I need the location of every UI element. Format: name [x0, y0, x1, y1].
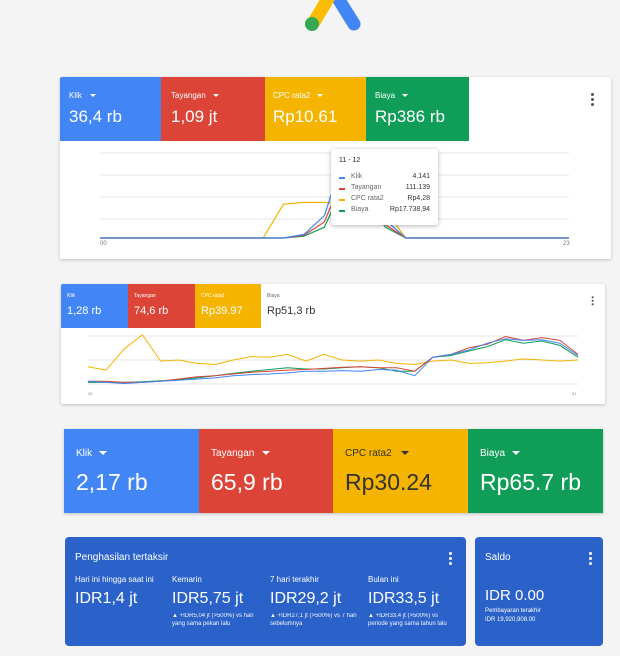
metric-label: Klik: [69, 91, 82, 100]
metric-value: 74,6 rb: [134, 305, 169, 317]
metric-value: 1,09 jt: [171, 107, 218, 126]
x-axis-end-label: 23: [563, 241, 570, 247]
earnings-this-month: Bulan ini IDR33,5 jt ▲ +IDR33,4 jt (>500…: [368, 575, 447, 627]
tooltip-row-avg-cpc: CPC rata2 Rp4,28: [339, 195, 430, 205]
performance-card-daily: Klik 1,28 rb Tayangan 74,6 rb CPC rata2 …: [61, 284, 605, 404]
metric-tile-clicks[interactable]: Klik 1,28 rb: [61, 284, 128, 328]
earnings-last-7-days: 7 hari terakhir IDR29,2 jt ▲ +IDR27,1 jt…: [270, 575, 357, 627]
metric-label: Tayangan: [134, 293, 156, 299]
tooltip-row-impressions: Tayangan 111.139: [339, 184, 430, 194]
metric-value: 1,28 rb: [67, 305, 102, 317]
chevron-down-icon: [508, 448, 520, 459]
more-vert-icon[interactable]: [589, 552, 593, 567]
more-vert-icon[interactable]: [449, 552, 453, 567]
tooltip-title: 11 - 12: [339, 157, 361, 164]
metric-value: 2,17 rb: [76, 469, 148, 495]
earnings-today: Hari ini hingga saat ini IDR1,4 jt: [75, 575, 154, 607]
more-vert-icon[interactable]: [591, 296, 595, 307]
chevron-down-icon: [398, 91, 408, 100]
metric-tile-avg-cpc[interactable]: CPC rata2 Rp30.24: [333, 429, 468, 513]
last-payment-value: IDR 19,920,908.00: [485, 617, 536, 623]
metric-value: 36,4 rb: [69, 107, 122, 126]
metric-label: Biaya: [480, 448, 506, 459]
chevron-down-icon: [397, 448, 409, 459]
daily-line-chart: [87, 334, 579, 385]
metric-label: Tayangan: [171, 91, 206, 100]
x-axis-end-label: 31: [572, 391, 577, 396]
metric-tile-cost[interactable]: Biaya Rp65.7 rb: [468, 429, 603, 513]
metric-value: Rp386 rb: [375, 107, 445, 126]
x-axis-start-label: 00: [100, 241, 107, 247]
metric-tile-impressions[interactable]: Tayangan 65,9 rb: [199, 429, 333, 513]
metric-label: Biaya: [375, 91, 396, 100]
x-axis-start-label: 26: [88, 391, 93, 396]
balance-value: IDR 0.00: [485, 587, 545, 604]
metric-value: Rp39.97: [201, 305, 243, 317]
metric-label: CPC rata2: [273, 91, 311, 100]
series-line-clicks: [87, 338, 579, 385]
metric-label: Klik: [67, 293, 76, 299]
metric-label: CPC rata2: [345, 448, 392, 459]
metric-label: Klik: [76, 448, 93, 459]
metric-tile-cost[interactable]: Biaya Rp386 rb: [366, 77, 469, 141]
metric-label: Biaya: [267, 293, 280, 299]
metric-tile-impressions[interactable]: Tayangan 1,09 jt: [161, 77, 265, 141]
metric-summary-card: Klik 2,17 rb Tayangan 65,9 rb CPC rata2 …: [64, 429, 603, 513]
metric-value: Rp10.61: [273, 107, 338, 126]
metric-value: Rp51,3 rb: [267, 305, 316, 317]
metric-tile-avg-cpc[interactable]: CPC rata2 Rp10.61: [265, 77, 366, 141]
metric-value: 65,9 rb: [211, 469, 283, 495]
chevron-down-icon: [95, 448, 107, 459]
chart-tooltip: 11 - 12 Klik 4.141 Tayangan 111.139 CPC ra…: [331, 149, 438, 225]
earnings-yesterday: Kemarin IDR5,75 jt ▲ +IDR5,04 jt (>500%)…: [172, 575, 254, 627]
metric-value: Rp30.24: [345, 469, 432, 495]
series-line-avg-cpc: [87, 334, 579, 371]
tooltip-row-clicks: Klik 4.141: [339, 173, 430, 183]
metric-tile-avg-cpc[interactable]: CPC rata2 Rp39.97: [195, 284, 261, 328]
metric-label: CPC rata2: [201, 293, 225, 299]
metric-tile-clicks[interactable]: Klik 36,4 rb: [60, 77, 161, 141]
metric-tile-cost[interactable]: Biaya Rp51,3 rb: [261, 284, 327, 328]
estimated-earnings-card: Penghasilan tertaksir Hari ini hingga sa…: [65, 537, 466, 646]
chevron-down-icon: [209, 91, 219, 100]
metric-value: Rp65.7 rb: [480, 469, 582, 495]
series-line-impressions: [88, 335, 579, 383]
chevron-down-icon: [313, 91, 323, 100]
tooltip-row-cost: Biaya Rp17.738,94: [339, 206, 430, 216]
metric-label: Tayangan: [211, 448, 255, 459]
performance-card-hourly: Klik 36,4 rb Tayangan 1,09 jt CPC rata2 …: [60, 77, 611, 259]
metric-tile-clicks[interactable]: Klik 2,17 rb: [64, 429, 199, 513]
metric-tile-impressions[interactable]: Tayangan 74,6 rb: [128, 284, 195, 328]
google-ads-logo: [290, 0, 374, 40]
chevron-down-icon: [86, 91, 96, 100]
chevron-down-icon: [258, 448, 270, 459]
more-vert-icon[interactable]: [591, 93, 595, 108]
last-payment-label: Pembayaran terakhir: [485, 608, 541, 614]
balance-card: Saldo IDR 0.00 Pembayaran terakhir IDR 1…: [475, 537, 603, 646]
card-title: Saldo: [485, 552, 511, 563]
card-title: Penghasilan tertaksir: [75, 552, 169, 563]
